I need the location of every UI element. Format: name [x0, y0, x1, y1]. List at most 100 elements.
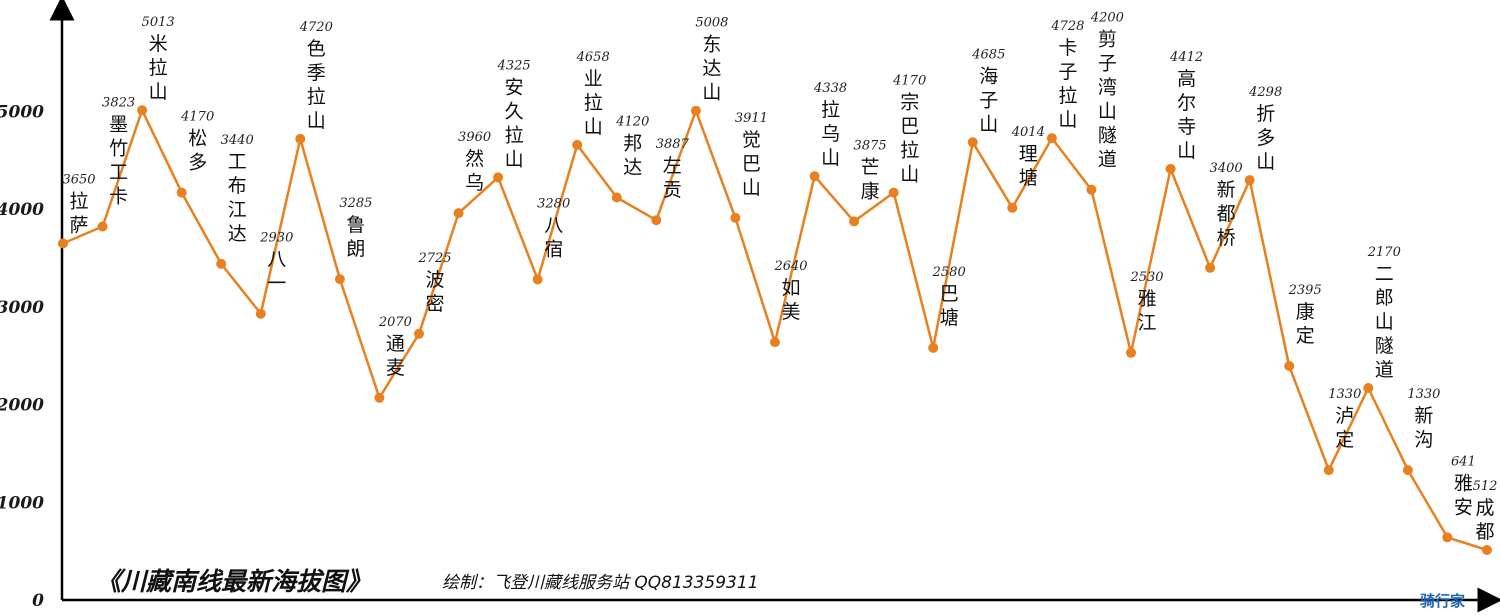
chart-credit: 绘制：飞登川藏线服务站 QQ813359311 — [442, 573, 759, 593]
value-label: 3280 — [537, 197, 570, 212]
value-label: 3823 — [102, 96, 135, 111]
station-label: 安久拉山 — [505, 76, 524, 170]
station-label: 通麦 — [386, 333, 405, 379]
data-points: 3650 拉萨 3823 墨竹工卡 5013 米拉山 4170 松多 3440 工布江达 2930 八… — [58, 11, 1497, 555]
value-label: 3960 — [458, 130, 491, 145]
data-point — [176, 187, 187, 198]
station-label: 康定 — [1296, 301, 1315, 347]
data-point — [532, 274, 543, 285]
value-label: 4170 — [892, 74, 926, 89]
value-label: 2530 — [1129, 270, 1163, 285]
station-label: 巴塘 — [940, 283, 959, 329]
station-label: 然乌 — [465, 148, 484, 194]
station-label: 剪子湾山隧道 — [1098, 29, 1117, 171]
data-point — [493, 172, 504, 183]
y-tick-label: 5000 — [0, 103, 44, 123]
station-label: 高尔寺山 — [1177, 68, 1196, 162]
value-label: 3400 — [1210, 161, 1243, 176]
value-label: 4728 — [1050, 19, 1084, 34]
data-point — [1086, 184, 1097, 195]
data-point — [295, 133, 306, 144]
data-point — [1482, 545, 1492, 555]
data-point — [770, 337, 780, 348]
station-label: 雅安 — [1454, 472, 1473, 518]
station-label: 业拉山 — [584, 68, 603, 138]
y-tick-label: 4000 — [0, 200, 44, 220]
y-tick-label: 0 — [32, 591, 44, 611]
station-label: 海子山 — [979, 65, 998, 135]
data-point — [1244, 175, 1255, 186]
value-label: 4200 — [1090, 11, 1124, 26]
data-point — [928, 342, 939, 353]
station-label: 左贡 — [663, 155, 682, 201]
chart-title: 《川藏南线最新海拔图》 — [96, 567, 371, 596]
data-point — [690, 105, 701, 116]
station-label: 理塘 — [1019, 143, 1038, 189]
value-label: 2395 — [1288, 283, 1322, 298]
value-label: 4014 — [1011, 125, 1045, 140]
value-label: 2070 — [378, 315, 412, 330]
value-label: 3911 — [735, 111, 768, 126]
station-label: 东达山 — [702, 34, 721, 104]
station-label: 八一 — [267, 249, 286, 295]
value-label: 2170 — [1367, 245, 1401, 260]
station-label: 八宿 — [544, 215, 563, 261]
value-label: 3285 — [339, 196, 372, 211]
station-label: 拉乌山 — [821, 99, 840, 169]
value-label: 5013 — [142, 15, 175, 30]
value-label: 3440 — [221, 133, 254, 148]
station-label: 宗巴拉山 — [900, 92, 919, 186]
value-label: 4685 — [971, 47, 1005, 62]
data-point — [255, 308, 266, 319]
value-label: 1330 — [1407, 387, 1440, 402]
value-label: 3875 — [854, 138, 887, 153]
station-label: 新沟 — [1414, 405, 1433, 451]
data-point — [453, 208, 464, 219]
value-label: 2930 — [259, 231, 293, 246]
data-point — [651, 215, 662, 226]
station-label: 泸定 — [1335, 405, 1354, 451]
station-label: 邦达 — [623, 133, 642, 179]
data-point — [1126, 347, 1136, 358]
data-point — [58, 238, 68, 249]
station-label: 拉萨 — [69, 190, 88, 236]
data-point — [334, 274, 345, 285]
data-point — [97, 221, 108, 232]
station-label: 折多山 — [1256, 103, 1275, 173]
data-point — [611, 192, 622, 203]
watermark-logo: 骑行家 — [1420, 592, 1465, 610]
station-label: 芒康 — [861, 156, 880, 202]
station-label: 新都桥 — [1217, 179, 1236, 249]
y-tick-labels: 0 1000 2000 3000 4000 5000 — [0, 103, 44, 612]
value-label: 4325 — [497, 58, 531, 73]
y-tick-label: 1000 — [0, 493, 44, 513]
value-label: 2580 — [932, 265, 966, 280]
data-point — [1442, 532, 1453, 543]
value-label: 4720 — [299, 20, 333, 35]
value-label: 4298 — [1248, 85, 1282, 100]
data-point — [967, 137, 978, 148]
station-label: 米拉山 — [149, 33, 168, 103]
value-label: 5008 — [695, 16, 728, 31]
station-label: 二郎山隧道 — [1375, 263, 1394, 381]
data-point — [572, 139, 583, 150]
data-point — [1363, 383, 1374, 393]
data-point — [849, 216, 860, 227]
data-point — [1402, 465, 1413, 476]
station-label: 松多 — [188, 128, 207, 174]
station-label: 雅江 — [1137, 288, 1156, 334]
station-label: 鲁朗 — [346, 214, 365, 260]
data-point — [137, 105, 148, 116]
data-point — [1205, 262, 1216, 273]
data-point — [1046, 133, 1057, 144]
station-label: 墨竹工卡 — [109, 114, 128, 208]
y-tick-label: 3000 — [0, 298, 44, 318]
value-label: 4338 — [813, 81, 847, 96]
altitude-line — [62, 108, 1488, 552]
data-point — [216, 258, 227, 269]
data-point — [888, 187, 899, 198]
station-label: 波密 — [425, 269, 444, 315]
data-point — [1284, 361, 1295, 371]
value-label: 3887 — [656, 137, 690, 152]
